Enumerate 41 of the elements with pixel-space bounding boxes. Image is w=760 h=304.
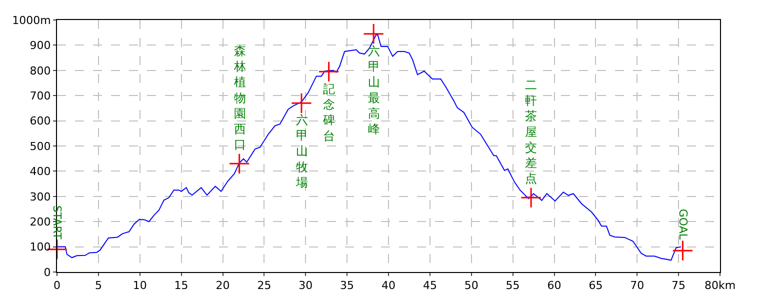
point: [520, 187, 542, 208]
y-tick-label: 400: [30, 165, 51, 178]
point: [228, 153, 250, 174]
x-tick-label: 80km: [704, 279, 736, 292]
annotation: START: [50, 205, 64, 240]
y-tick-label: 800: [30, 64, 51, 78]
annotation: GOAL: [676, 208, 690, 240]
y-tick-label: 300: [30, 190, 51, 204]
annotation: 六甲山牧場: [295, 113, 308, 190]
x-tick-label: 20: [216, 279, 230, 292]
x-tick-label: 50: [464, 279, 478, 292]
annotation: 記念碑台: [322, 82, 335, 143]
point: [290, 92, 312, 114]
y-tick-label: 700: [30, 89, 51, 102]
x-tick-label: 65: [588, 279, 603, 292]
point: [318, 61, 340, 82]
point: [672, 240, 694, 262]
y-tick-label: 200: [30, 215, 51, 228]
annotation: 二軒茶屋交差点: [525, 78, 537, 186]
y-tick-label: 1000m: [12, 14, 51, 27]
x-tick-label: 5: [94, 279, 102, 292]
x-tick-label: 70: [630, 279, 644, 292]
y-tick-label: 500: [30, 140, 51, 153]
x-tick-label: 35: [340, 279, 354, 292]
x-tick-label: 60: [547, 279, 562, 292]
point: [363, 23, 384, 44]
x-tick-label: 10: [132, 279, 147, 292]
x-tick-label: 30: [298, 279, 313, 292]
x-tick-label: 0: [54, 279, 60, 292]
annotation: 森林植物園西口: [233, 44, 246, 152]
x-tick-label: 40: [382, 279, 396, 292]
x-tick-label: 15: [174, 279, 188, 292]
y-tick-label: 100: [30, 240, 51, 254]
annotation: 六甲山最高峰: [368, 44, 380, 136]
x-tick-label: 75: [672, 279, 686, 292]
x-tick-label: 25: [257, 279, 272, 292]
x-tick-label: 55: [506, 279, 520, 292]
y-tick-label: 900: [30, 39, 51, 52]
x-tick-label: 45: [422, 279, 437, 292]
y-tick-label: 600: [30, 114, 51, 128]
y-tick-label: 0: [44, 266, 51, 279]
